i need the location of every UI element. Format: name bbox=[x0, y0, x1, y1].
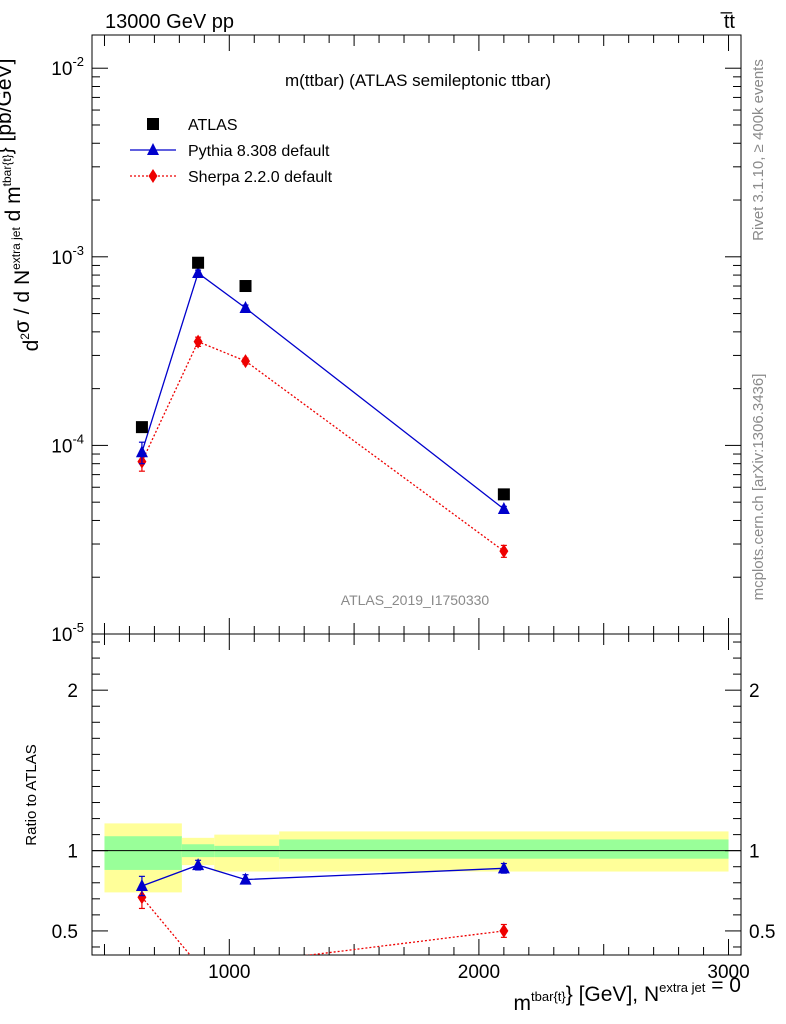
main-y-axis-label: d2σ / d Nextra jet d mtbar{t}} [pb/GeV] bbox=[0, 59, 43, 352]
analysis-watermark: ATLAS_2019_I1750330 bbox=[341, 592, 490, 608]
main-ytick-label: 10-2 bbox=[51, 54, 84, 80]
stat-band-0 bbox=[104, 836, 182, 870]
main-point-pythia-8-308-default bbox=[135, 445, 148, 458]
ratio-point-sherpa-2-2-0-default bbox=[499, 923, 509, 938]
ratio-line-sherpa-2-2-0-default bbox=[141, 896, 504, 955]
main-point-atlas bbox=[192, 256, 205, 269]
main-line-pythia-8-308-default bbox=[141, 271, 505, 510]
ratio-ytick-label-right: 1 bbox=[749, 842, 760, 863]
ratio-line-pythia-8-308-default bbox=[141, 864, 504, 887]
ratio-xtick-label: 2000 bbox=[458, 962, 500, 983]
main-point-pythia-8-308-default bbox=[497, 502, 510, 515]
ratio-y-axis-label: Ratio to ATLAS bbox=[23, 744, 40, 845]
legend-marker-0 bbox=[147, 118, 159, 130]
legend-marker-1 bbox=[147, 143, 159, 155]
main-line-sherpa-2-2-0-default bbox=[141, 340, 505, 552]
main-point-sherpa-2-2-0-default bbox=[193, 334, 203, 349]
main-point-atlas bbox=[497, 488, 510, 501]
main-point-sherpa-2-2-0-default bbox=[499, 544, 509, 559]
data-marks bbox=[130, 118, 510, 955]
stat-band-3 bbox=[279, 839, 729, 859]
axis-ticks bbox=[92, 35, 741, 955]
main-ytick-label: 10-5 bbox=[51, 620, 84, 646]
ratio-point-pythia-8-308-default bbox=[192, 858, 205, 871]
ratio-xtick-label: 1000 bbox=[208, 962, 250, 983]
stat-band-2 bbox=[214, 845, 280, 858]
ratio-point-pythia-8-308-default bbox=[239, 872, 252, 885]
ratio-xtick-label: 3000 bbox=[707, 962, 749, 983]
main-point-pythia-8-308-default bbox=[239, 301, 252, 314]
legend-label-1: Pythia 8.308 default bbox=[188, 143, 330, 160]
legend-label-0: ATLAS bbox=[188, 117, 238, 134]
ratio-ytick-label-left: 1 bbox=[67, 842, 78, 863]
plot-frames bbox=[91, 34, 742, 956]
uncertainty-bands bbox=[92, 823, 741, 893]
ratio-ytick-label-right: 0.5 bbox=[749, 922, 775, 943]
ratio-point-pythia-8-308-default bbox=[135, 878, 148, 891]
ratio-ytick-label-right: 2 bbox=[749, 681, 760, 702]
main-point-atlas bbox=[135, 421, 148, 434]
legend-marker-2 bbox=[148, 169, 158, 183]
chart-title: m(ttbar) (ATLAS semileptonic ttbar) bbox=[285, 71, 551, 90]
main-ytick-label: 10-3 bbox=[51, 243, 84, 269]
ratio-point-sherpa-2-2-0-default bbox=[137, 890, 147, 905]
ratio-point-pythia-8-308-default bbox=[497, 861, 510, 874]
ratio-ytick-label-left: 2 bbox=[67, 681, 78, 702]
header-right-label: t̅t bbox=[720, 11, 735, 33]
ratio-ytick-label-left: 0.5 bbox=[52, 922, 78, 943]
ratio-frame bbox=[91, 633, 742, 956]
main-point-atlas bbox=[239, 280, 252, 293]
rivet-version-label: Rivet 3.1.10, ≥ 400k events bbox=[750, 59, 767, 241]
x-axis-label: mtbar{t}} [GeV], Nextra jet = 0 bbox=[514, 974, 741, 1015]
mcplots-source-label: mcplots.cern.ch [arXiv:1306.3436] bbox=[750, 374, 767, 601]
header-left-label: 13000 GeV pp bbox=[105, 11, 234, 33]
main-ytick-label: 10-4 bbox=[51, 431, 84, 457]
legend-label-2: Sherpa 2.2.0 default bbox=[188, 169, 333, 186]
main-point-pythia-8-308-default bbox=[192, 266, 205, 279]
text-labels: 10-5 10-4 10-3 10-2 0.5 0.5 1 1 2 2 1000 2000 3000 AT… bbox=[0, 11, 775, 1015]
main-point-sherpa-2-2-0-default bbox=[241, 354, 251, 369]
